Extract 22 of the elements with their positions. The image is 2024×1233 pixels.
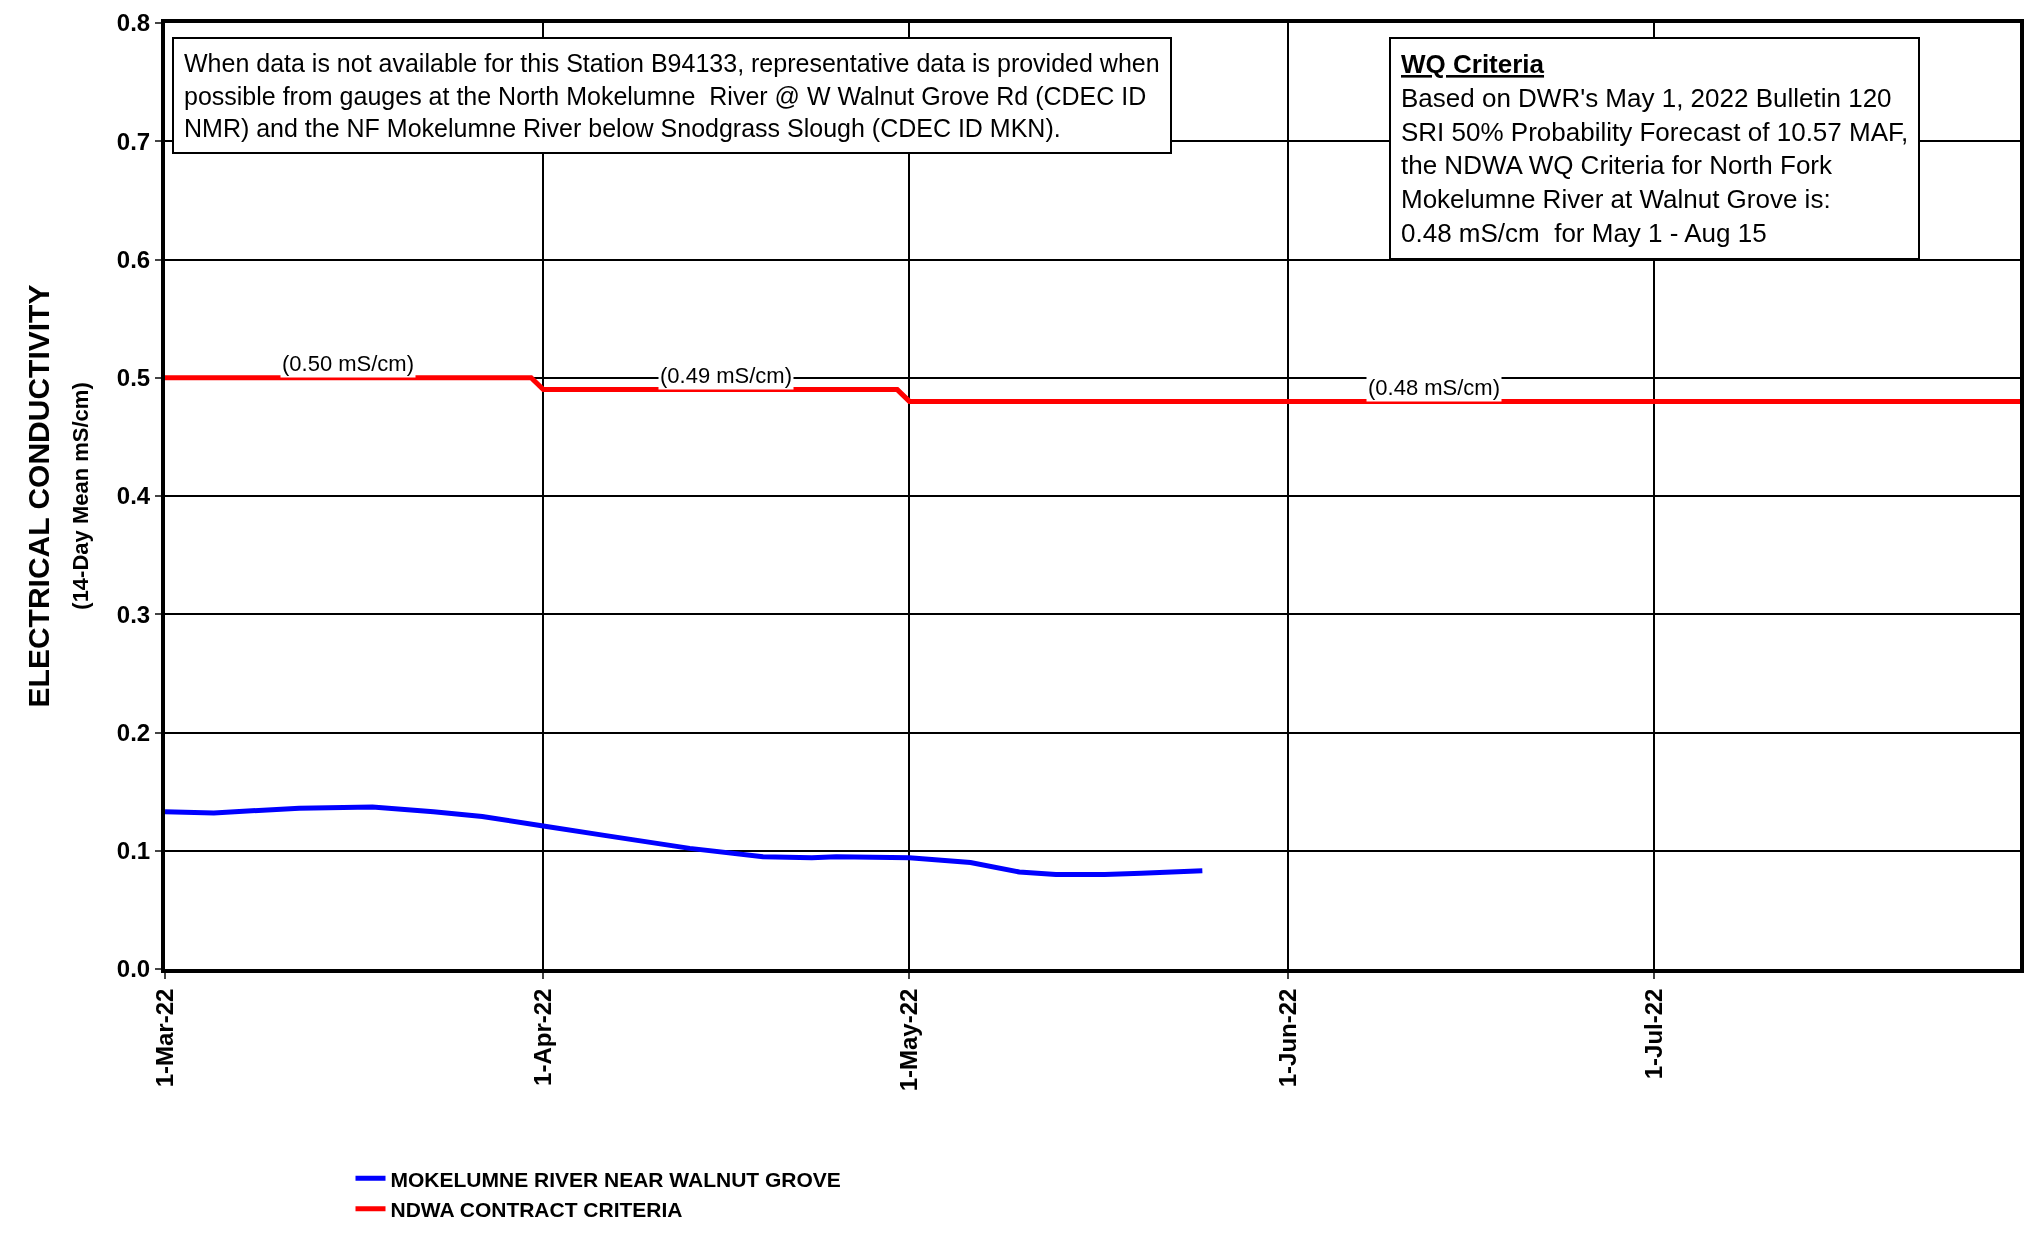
x-tick-label: 1-Jun-22: [1273, 988, 1301, 1088]
y-tick-label: 0.4: [116, 482, 151, 510]
y-axis-title: ELECTRICAL CONDUCTIVITY (14-Day Mean mS/cm): [22, 284, 94, 708]
y-tick-label: 0.7: [116, 127, 151, 155]
legend-label: MOKELUMNE RIVER NEAR WALNUT GROVE: [390, 1167, 841, 1191]
y-tick-label: 0.8: [116, 9, 151, 37]
legend-label: NDWA CONTRACT CRITERIA: [390, 1197, 683, 1221]
y-tick-label: 0.3: [116, 600, 151, 628]
annotation: WQ Criteria Based on DWR's May 1, 2022 Bulletin 120 SRI 50% Probability Forecast of 10.57 MAF, the NDWA WQ Criteria for North Fork Mokelumne River at Walnut Grove is: 0.48 mS/cm for May 1 - Aug 15: [1401, 49, 1909, 248]
x-tick-label: 1-Apr-22: [529, 988, 557, 1086]
annotation: When data is not available for this Station B94133, representative data is provided when possible from gauges at the North Mokelumne River @ W Walnut Grove Rd (CDEC ID NMR) and the NF Mokelumne River below Snodgrass Slough (CDEC ID MKN).: [184, 49, 1160, 142]
annotation: (0.50 mS/cm): [282, 351, 415, 376]
y-tick-label: 0.1: [116, 837, 151, 865]
y-tick-label: 0.2: [116, 718, 151, 746]
y-tick-label: 0.0: [116, 955, 151, 983]
x-tick-label: 1-May-22: [895, 988, 923, 1092]
y-tick-label: 0.6: [116, 245, 151, 273]
x-tick-label: 1-Mar-22: [150, 988, 178, 1088]
y-tick-label: 0.5: [116, 364, 151, 392]
annotation: (0.48 mS/cm): [1368, 375, 1501, 400]
annotation: (0.49 mS/cm): [660, 363, 793, 388]
x-tick-label: 1-Jul-22: [1639, 988, 1667, 1080]
